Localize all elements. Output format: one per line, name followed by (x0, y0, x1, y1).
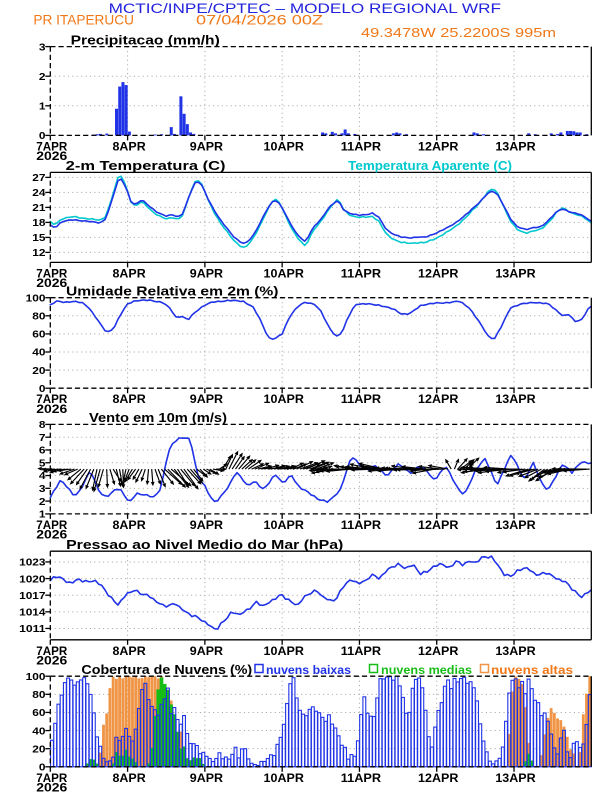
svg-text:0: 0 (39, 384, 46, 395)
svg-text:2026: 2026 (36, 530, 67, 542)
svg-text:Precipitacao (mm/h): Precipitacao (mm/h) (71, 32, 220, 47)
svg-text:Temperatura Aparente (C): Temperatura Aparente (C) (348, 158, 512, 173)
svg-text:Cobertura de Nuvens (%): Cobertura de Nuvens (%) (81, 662, 252, 677)
svg-text:11APR: 11APR (341, 141, 382, 153)
svg-text:10APR: 10APR (264, 394, 305, 406)
svg-text:13APR: 13APR (495, 520, 536, 532)
svg-text:20: 20 (32, 744, 45, 755)
svg-text:24: 24 (32, 188, 45, 199)
svg-text:8: 8 (39, 420, 46, 431)
svg-text:1020: 1020 (19, 574, 46, 585)
svg-text:18: 18 (32, 218, 45, 229)
svg-text:8APR: 8APR (113, 394, 147, 406)
svg-text:8APR: 8APR (113, 520, 147, 532)
svg-text:100: 100 (26, 672, 46, 683)
svg-text:1017: 1017 (19, 591, 46, 602)
svg-text:8APR: 8APR (113, 141, 147, 153)
svg-text:0: 0 (39, 763, 46, 774)
svg-text:1011: 1011 (19, 624, 46, 635)
svg-text:80: 80 (32, 312, 45, 323)
svg-text:13APR: 13APR (495, 646, 536, 658)
svg-text:PR ITAPERUCU: PR ITAPERUCU (33, 12, 134, 28)
svg-text:3: 3 (39, 42, 46, 53)
svg-text:2026: 2026 (36, 404, 67, 416)
svg-text:10APR: 10APR (264, 646, 305, 658)
svg-text:1023: 1023 (19, 558, 46, 569)
svg-text:9APR: 9APR (190, 520, 224, 532)
svg-text:2026: 2026 (36, 656, 67, 668)
svg-text:8APR: 8APR (113, 268, 147, 280)
svg-text:60: 60 (32, 708, 45, 719)
svg-text:MCTIC/INPE/CPTEC – MODELO REGI: MCTIC/INPE/CPTEC – MODELO REGIONAL WRF (109, 0, 501, 16)
svg-text:12APR: 12APR (418, 141, 459, 153)
svg-text:11APR: 11APR (341, 773, 382, 785)
svg-text:nuvens altas: nuvens altas (491, 663, 573, 677)
svg-text:7APR: 7APR (36, 773, 68, 785)
svg-text:9APR: 9APR (190, 141, 224, 153)
svg-text:Umidade Relativa em 2m (%): Umidade Relativa em 2m (%) (66, 283, 279, 298)
svg-text:5: 5 (39, 459, 46, 470)
svg-text:12APR: 12APR (418, 773, 459, 785)
svg-text:80: 80 (32, 690, 45, 701)
svg-text:13APR: 13APR (495, 394, 536, 406)
svg-text:7APR: 7APR (36, 646, 68, 658)
svg-text:7APR: 7APR (36, 268, 68, 280)
svg-text:100: 100 (26, 293, 46, 304)
svg-text:13APR: 13APR (495, 773, 536, 785)
svg-text:10APR: 10APR (264, 520, 305, 532)
svg-text:11APR: 11APR (341, 394, 382, 406)
svg-text:2: 2 (39, 72, 46, 83)
svg-text:10APR: 10APR (264, 141, 305, 153)
svg-text:7APR: 7APR (36, 520, 68, 532)
svg-text:2026: 2026 (36, 278, 67, 290)
svg-text:3: 3 (39, 484, 46, 495)
svg-text:1: 1 (39, 102, 46, 113)
svg-text:4: 4 (39, 471, 46, 482)
svg-text:2026: 2026 (36, 151, 67, 163)
svg-text:12APR: 12APR (418, 520, 459, 532)
svg-text:21: 21 (32, 203, 45, 214)
svg-text:12APR: 12APR (418, 646, 459, 658)
svg-text:11APR: 11APR (341, 268, 382, 280)
svg-text:12: 12 (32, 248, 45, 259)
svg-text:13APR: 13APR (495, 268, 536, 280)
svg-text:10APR: 10APR (264, 773, 305, 785)
svg-text:49.3478W 25.2200S 995m: 49.3478W 25.2200S 995m (361, 25, 556, 40)
svg-text:9APR: 9APR (190, 773, 224, 785)
svg-text:12APR: 12APR (418, 268, 459, 280)
svg-text:07/04/2026 00Z: 07/04/2026 00Z (196, 12, 324, 28)
svg-text:nuvens baixas: nuvens baixas (266, 663, 351, 677)
svg-text:13APR: 13APR (495, 141, 536, 153)
svg-text:Vento em 10m (m/s): Vento em 10m (m/s) (89, 410, 227, 425)
svg-text:12APR: 12APR (418, 394, 459, 406)
svg-text:27: 27 (32, 173, 45, 184)
svg-text:20: 20 (32, 366, 45, 377)
svg-text:7APR: 7APR (36, 394, 68, 406)
svg-text:0: 0 (39, 131, 46, 142)
svg-text:15: 15 (32, 233, 45, 244)
svg-text:40: 40 (32, 726, 45, 737)
svg-text:2-m Temperatura (C): 2-m Temperatura (C) (66, 158, 226, 173)
svg-text:1014: 1014 (19, 608, 46, 619)
svg-text:9APR: 9APR (190, 268, 224, 280)
svg-text:nuvens medias: nuvens medias (381, 663, 472, 677)
svg-text:8APR: 8APR (113, 646, 147, 658)
svg-text:60: 60 (32, 330, 45, 341)
svg-text:10APR: 10APR (264, 268, 305, 280)
svg-text:40: 40 (32, 348, 45, 359)
svg-text:8APR: 8APR (113, 773, 147, 785)
svg-text:7APR: 7APR (36, 141, 68, 153)
svg-text:1: 1 (39, 510, 46, 521)
svg-text:2: 2 (39, 497, 46, 508)
svg-text:2026: 2026 (36, 783, 67, 792)
svg-text:7: 7 (39, 433, 46, 444)
svg-text:Pressao ao Nivel Medio do Mar: Pressao ao Nivel Medio do Mar (hPa) (66, 537, 343, 552)
svg-text:9APR: 9APR (190, 646, 224, 658)
svg-text:9APR: 9APR (190, 394, 224, 406)
svg-text:6: 6 (39, 446, 46, 457)
svg-text:11APR: 11APR (341, 646, 382, 658)
svg-text:11APR: 11APR (341, 520, 382, 532)
